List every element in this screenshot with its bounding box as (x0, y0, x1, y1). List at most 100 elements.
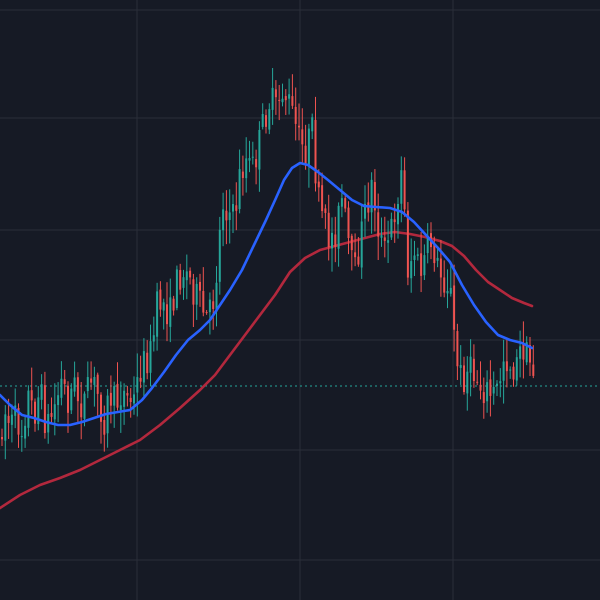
candle-body (218, 229, 221, 282)
candle-body (519, 346, 522, 359)
candle-body (222, 209, 225, 231)
candle-body (152, 335, 155, 342)
candle-body (370, 179, 373, 213)
candle-body (486, 382, 489, 402)
candle-body (449, 287, 452, 294)
candle-body (261, 113, 264, 127)
candle-body (327, 212, 330, 248)
candle-body (182, 277, 185, 288)
candle-body (103, 419, 106, 435)
candle-body (456, 331, 459, 367)
candle-body (241, 171, 244, 178)
candle-body (317, 181, 320, 188)
candle-body (446, 290, 449, 294)
candle-body (443, 277, 446, 293)
candle-body (238, 169, 241, 210)
candle-body (166, 304, 168, 325)
candle-body (294, 106, 297, 124)
candle-body (390, 218, 393, 238)
candle-body (453, 285, 456, 330)
candle-body (364, 203, 366, 219)
candle-body (499, 381, 502, 384)
candle-body (291, 96, 294, 106)
candle-body (522, 343, 525, 360)
candle-body (119, 405, 122, 410)
candle-body (459, 364, 462, 368)
candle-body (251, 156, 254, 158)
candle-body (129, 397, 132, 402)
candle-body (347, 207, 350, 239)
candle-body (314, 119, 317, 184)
candle-body (337, 205, 340, 249)
candle-body (397, 203, 399, 225)
candle-body (321, 185, 324, 212)
candle-body (274, 89, 277, 98)
candle-body (136, 377, 139, 393)
candle-body (357, 256, 360, 265)
candle-body (63, 379, 66, 384)
candle-body (116, 383, 119, 408)
candle-body (24, 425, 27, 439)
candle-body (472, 358, 475, 382)
candle-body (172, 298, 175, 311)
candle-body (90, 378, 93, 383)
candle-body (195, 283, 198, 305)
candle-body (225, 210, 228, 221)
candle-body (123, 390, 126, 407)
candle-body (463, 365, 465, 393)
candle-body (67, 385, 69, 413)
candle-body (175, 269, 178, 309)
candle-body (146, 352, 149, 374)
candle-body (393, 219, 396, 223)
candle-body (489, 379, 492, 396)
candle-body (344, 198, 347, 209)
candle-body (298, 125, 300, 128)
candle-body (212, 301, 215, 309)
candle-body (439, 258, 442, 278)
candle-body (185, 271, 188, 281)
candle-body (360, 221, 363, 268)
candle-body (80, 403, 83, 418)
candle-body (142, 351, 145, 383)
candle-body (311, 117, 314, 132)
candle-body (235, 205, 238, 211)
candles-layer (1, 68, 535, 460)
candle-body (245, 158, 248, 179)
candle-body (96, 374, 99, 394)
candle-body (512, 366, 515, 380)
candle-body (100, 394, 102, 422)
candle-body (70, 388, 73, 411)
ma-slow-layer (0, 230, 534, 510)
candle-body (505, 361, 508, 372)
candle-body (83, 393, 86, 419)
candle-body (525, 342, 528, 363)
candle-body (529, 345, 531, 363)
candle-body (377, 212, 380, 237)
candle-body (30, 390, 33, 401)
candle-body (93, 376, 96, 385)
candle-body (354, 252, 357, 258)
candle-body (410, 261, 413, 279)
candle-body (86, 377, 89, 392)
candle-body (400, 170, 403, 204)
candle-body (340, 198, 343, 207)
moving-average-slow-line (0, 230, 534, 510)
candle-body (10, 414, 13, 425)
candle-body (232, 204, 234, 212)
candle-body (7, 415, 10, 423)
candle-body (413, 255, 416, 260)
candle-body (109, 392, 112, 406)
candle-body (496, 383, 498, 386)
candle-body (189, 270, 192, 278)
candle-body (406, 210, 409, 278)
candle-body (126, 393, 129, 396)
candle-body (479, 384, 482, 391)
candle-body (515, 357, 518, 381)
candle-body (255, 159, 258, 168)
candle-body (179, 270, 182, 290)
ma-fast-layer (0, 161, 534, 427)
candle-body (17, 408, 20, 435)
